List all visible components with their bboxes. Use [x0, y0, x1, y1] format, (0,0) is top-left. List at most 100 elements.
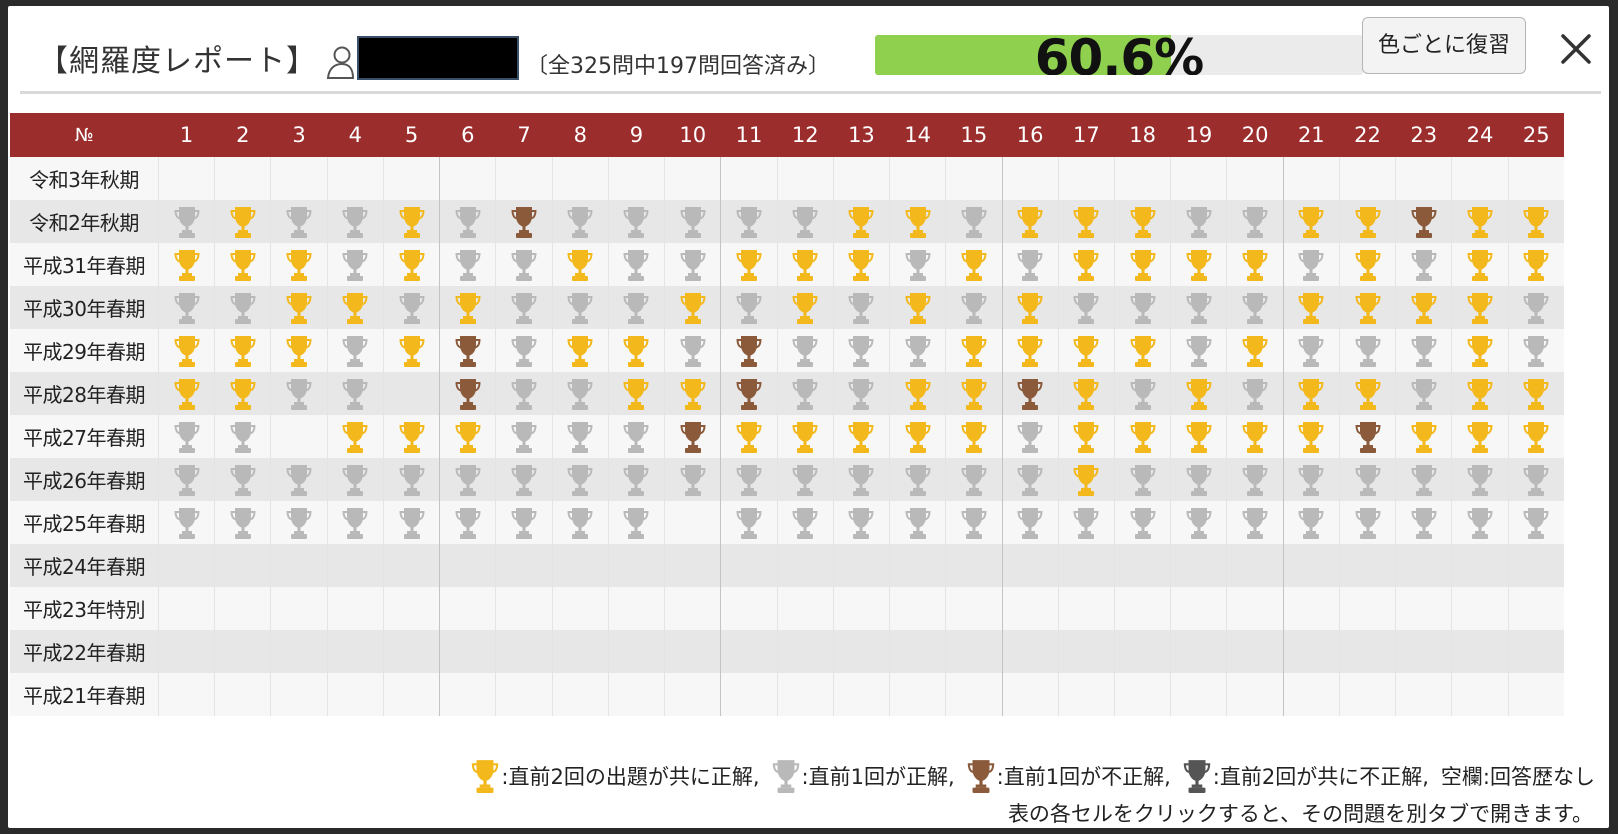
question-cell[interactable] [832, 544, 890, 587]
question-cell[interactable] [495, 200, 553, 243]
question-cell[interactable] [1170, 372, 1227, 415]
close-icon[interactable] [1559, 32, 1593, 66]
question-cell[interactable] [889, 243, 946, 286]
question-cell[interactable] [214, 544, 271, 587]
question-cell[interactable] [945, 243, 1003, 286]
question-cell[interactable] [326, 415, 384, 458]
question-cell[interactable] [832, 673, 890, 716]
question-cell[interactable] [1395, 243, 1452, 286]
question-cell[interactable] [720, 415, 778, 458]
question-cell[interactable] [889, 630, 946, 673]
question-cell[interactable] [157, 673, 215, 716]
question-cell[interactable] [832, 630, 890, 673]
question-cell[interactable] [832, 329, 890, 372]
question-cell[interactable] [832, 415, 890, 458]
question-cell[interactable] [382, 501, 440, 544]
question-cell[interactable] [889, 673, 946, 716]
question-cell[interactable] [776, 458, 834, 501]
question-cell[interactable] [157, 544, 215, 587]
question-cell[interactable] [1338, 458, 1396, 501]
question-cell[interactable] [439, 329, 496, 372]
question-cell[interactable] [664, 372, 721, 415]
question-cell[interactable] [1001, 630, 1059, 673]
question-cell[interactable] [551, 157, 609, 200]
question-cell[interactable] [1170, 243, 1227, 286]
question-cell[interactable] [382, 630, 440, 673]
question-cell[interactable] [1395, 630, 1452, 673]
question-cell[interactable] [439, 372, 496, 415]
question-cell[interactable] [270, 415, 328, 458]
question-cell[interactable] [1282, 329, 1340, 372]
question-cell[interactable] [1226, 329, 1284, 372]
question-cell[interactable] [1282, 587, 1340, 630]
question-cell[interactable] [664, 157, 721, 200]
question-cell[interactable] [607, 329, 665, 372]
question-cell[interactable] [214, 458, 271, 501]
question-cell[interactable] [1113, 587, 1171, 630]
question-cell[interactable] [720, 587, 778, 630]
question-cell[interactable] [1226, 243, 1284, 286]
question-cell[interactable] [495, 329, 553, 372]
question-cell[interactable] [1507, 200, 1565, 243]
question-cell[interactable] [889, 587, 946, 630]
question-cell[interactable] [1001, 329, 1059, 372]
question-cell[interactable] [439, 200, 496, 243]
question-cell[interactable] [607, 630, 665, 673]
question-cell[interactable] [1282, 415, 1340, 458]
question-cell[interactable] [1395, 329, 1452, 372]
question-cell[interactable] [1282, 544, 1340, 587]
question-cell[interactable] [1282, 673, 1340, 716]
question-cell[interactable] [945, 415, 1003, 458]
question-cell[interactable] [776, 157, 834, 200]
question-cell[interactable] [776, 372, 834, 415]
question-cell[interactable] [270, 372, 328, 415]
question-cell[interactable] [1507, 673, 1565, 716]
question-cell[interactable] [326, 200, 384, 243]
question-cell[interactable] [1001, 200, 1059, 243]
question-cell[interactable] [1451, 673, 1509, 716]
question-cell[interactable] [1338, 544, 1396, 587]
question-cell[interactable] [1507, 157, 1565, 200]
question-cell[interactable] [720, 630, 778, 673]
question-cell[interactable] [551, 243, 609, 286]
question-cell[interactable] [1451, 372, 1509, 415]
question-cell[interactable] [1001, 157, 1059, 200]
question-cell[interactable] [214, 673, 271, 716]
question-cell[interactable] [382, 415, 440, 458]
question-cell[interactable] [1282, 630, 1340, 673]
question-cell[interactable] [214, 501, 271, 544]
question-cell[interactable] [326, 544, 384, 587]
question-cell[interactable] [270, 544, 328, 587]
question-cell[interactable] [1338, 673, 1396, 716]
question-cell[interactable] [664, 286, 721, 329]
question-cell[interactable] [889, 157, 946, 200]
question-cell[interactable] [1001, 587, 1059, 630]
question-cell[interactable] [495, 157, 553, 200]
question-cell[interactable] [1113, 630, 1171, 673]
question-cell[interactable] [1282, 458, 1340, 501]
question-cell[interactable] [776, 200, 834, 243]
question-cell[interactable] [1001, 243, 1059, 286]
question-cell[interactable] [1057, 157, 1115, 200]
question-cell[interactable] [664, 415, 721, 458]
question-cell[interactable] [1451, 630, 1509, 673]
question-cell[interactable] [1057, 243, 1115, 286]
question-cell[interactable] [1507, 329, 1565, 372]
question-cell[interactable] [607, 200, 665, 243]
question-cell[interactable] [664, 587, 721, 630]
question-cell[interactable] [1338, 501, 1396, 544]
question-cell[interactable] [720, 372, 778, 415]
question-cell[interactable] [1338, 587, 1396, 630]
question-cell[interactable] [1170, 544, 1227, 587]
question-cell[interactable] [495, 673, 553, 716]
question-cell[interactable] [1507, 630, 1565, 673]
question-cell[interactable] [945, 458, 1003, 501]
question-cell[interactable] [889, 200, 946, 243]
question-cell[interactable] [382, 673, 440, 716]
question-cell[interactable] [1507, 372, 1565, 415]
question-cell[interactable] [664, 501, 721, 544]
question-cell[interactable] [382, 286, 440, 329]
question-cell[interactable] [1113, 157, 1171, 200]
question-cell[interactable] [1113, 673, 1171, 716]
question-cell[interactable] [157, 587, 215, 630]
